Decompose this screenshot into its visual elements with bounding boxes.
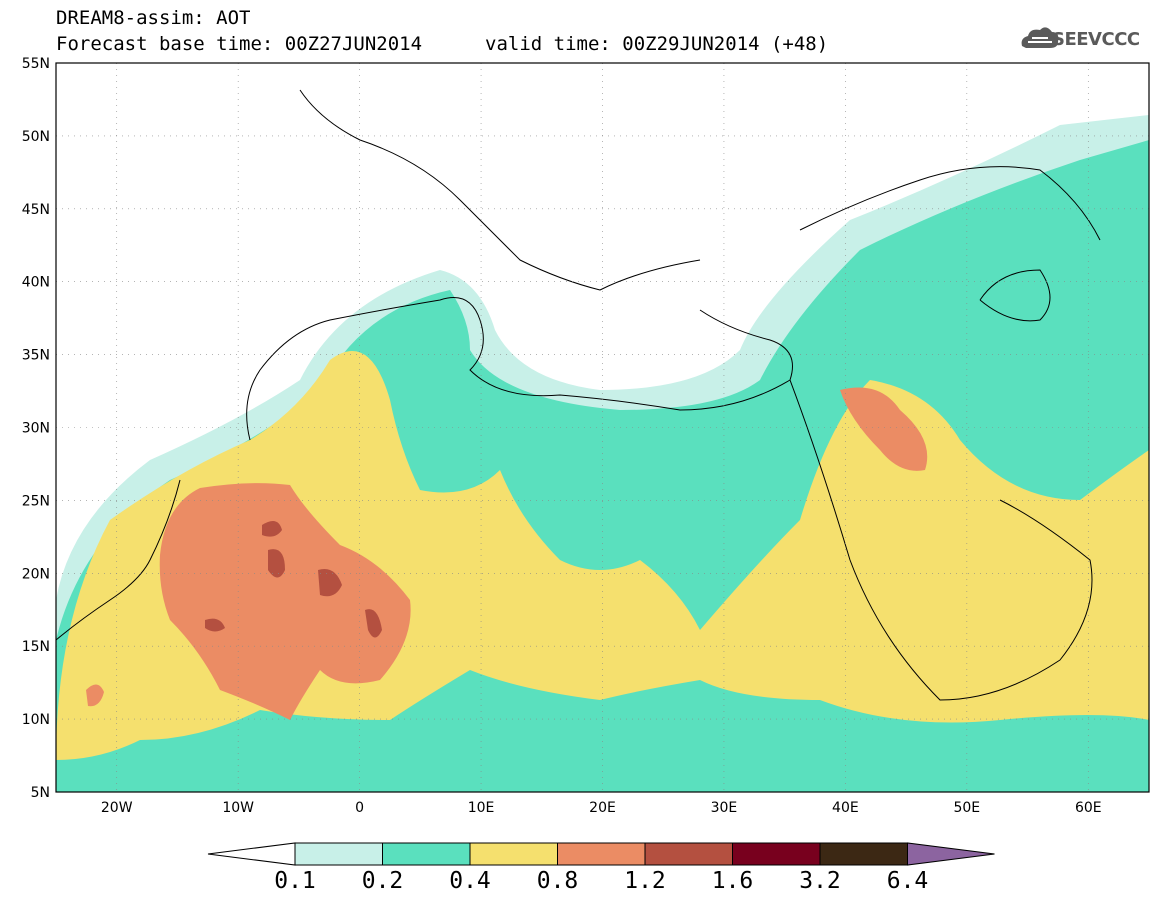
colorbar-label: 0.1 xyxy=(274,868,316,894)
aot-contour-1.2 xyxy=(365,609,382,638)
forecast-base-time: Forecast base time: 00Z27JUN2014 xyxy=(56,33,423,55)
lon-axis: 20W 10W 0 10E 20E 30E 40E 50E 60E xyxy=(101,800,1102,816)
cloud-icon xyxy=(1021,27,1059,48)
colorbar-label: 1.2 xyxy=(624,868,666,894)
lon-tick-label: 0 xyxy=(355,800,364,816)
lon-tick-label: 10E xyxy=(468,800,495,816)
colorbar-label: 6.4 xyxy=(886,868,929,894)
lat-tick-label: 50N xyxy=(22,129,50,145)
logo-text: SEEVCCC xyxy=(1052,29,1140,50)
map-frame xyxy=(55,62,1150,793)
aot-contour-0.8 xyxy=(159,483,411,720)
lat-tick-label: 15N xyxy=(22,639,50,655)
lon-tick-label: 20E xyxy=(589,800,616,816)
lat-tick-label: 45N xyxy=(22,202,50,218)
lat-axis: 5N 10N 15N 20N 25N 30N 35N 40N 45N 50N 55N xyxy=(22,56,50,801)
lat-tick-label: 25N xyxy=(22,493,50,509)
colorbar-label: 1.6 xyxy=(711,868,754,894)
colorbar-label: 0.8 xyxy=(536,868,579,894)
lon-tick-label: 30E xyxy=(711,800,738,816)
lat-tick-label: 5N xyxy=(31,785,50,801)
lon-tick-label: 60E xyxy=(1075,800,1102,816)
aot-field xyxy=(56,63,1149,792)
lat-tick-label: 55N xyxy=(22,56,50,72)
lat-tick-label: 40N xyxy=(22,275,50,291)
lon-tick-label: 20W xyxy=(101,800,133,816)
aot-contour-1.2 xyxy=(318,569,342,597)
lat-tick-label: 10N xyxy=(22,712,50,728)
lon-tick-label: 50E xyxy=(953,800,980,816)
aot-contour-1.2 xyxy=(262,521,282,537)
valid-time: valid time: 00Z29JUN2014 (+48) xyxy=(485,33,829,55)
aot-contour-0.8 xyxy=(86,684,104,707)
aot-contour-1.2 xyxy=(268,549,285,578)
coastlines xyxy=(56,89,1101,701)
aot-contour-1.2 xyxy=(205,618,225,632)
colorbar-label: 0.4 xyxy=(449,868,491,894)
lat-tick-label: 35N xyxy=(22,348,50,364)
aot-contour-0.8 xyxy=(840,387,928,471)
lat-tick-label: 30N xyxy=(22,421,50,437)
map-title: DREAM8-assim: AOT xyxy=(56,7,251,29)
grid-lines xyxy=(56,63,1149,792)
colorbar-label: 3.2 xyxy=(799,868,841,894)
colorbar-label: 0.2 xyxy=(361,868,404,894)
lon-tick-label: 10W xyxy=(222,800,254,816)
lat-tick-label: 20N xyxy=(22,566,50,582)
lon-tick-label: 40E xyxy=(832,800,859,816)
